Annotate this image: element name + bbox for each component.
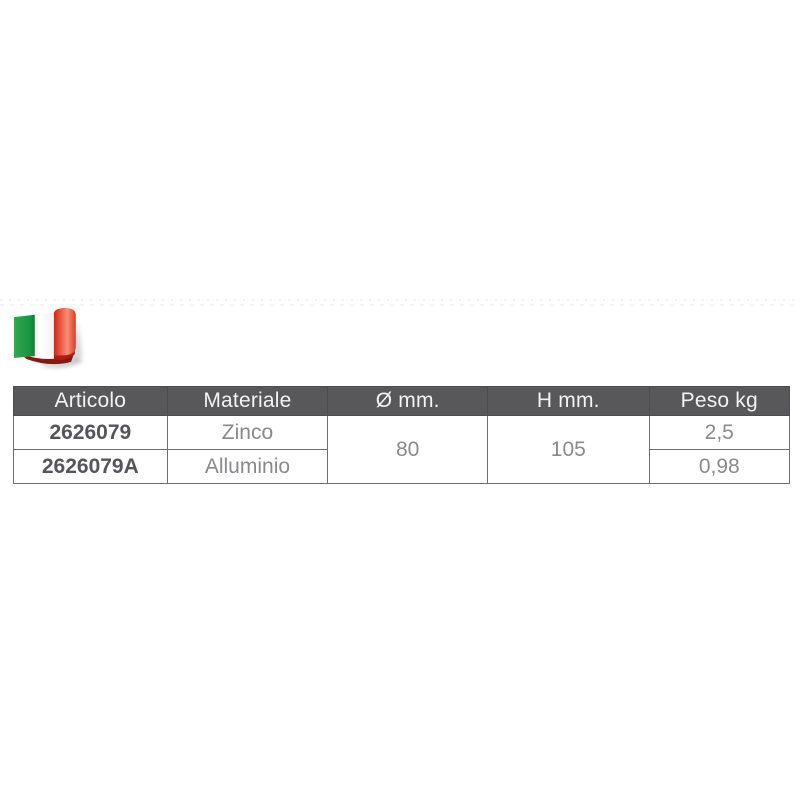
col-header-articolo: Articolo: [13, 386, 168, 416]
col-header-materiale: Materiale: [166, 386, 329, 416]
cell-peso-2: 0,98: [648, 449, 791, 484]
col-header-diameter-mm: Ø mm.: [327, 386, 489, 416]
product-spec-table: Articolo Materiale Ø mm. H mm. Peso kg 2…: [13, 386, 791, 484]
dotted-divider-bottom: [0, 304, 800, 306]
italy-flag-svg: [13, 308, 84, 368]
table-row-alluminio: 2626079A Alluminio 0,98: [13, 449, 791, 484]
cell-height-merged: 105: [487, 415, 650, 484]
cell-articolo-1: 2626079: [13, 415, 168, 450]
dotted-divider-top: [0, 299, 800, 301]
cell-articolo-2: 2626079A: [13, 449, 168, 484]
cell-materiale-2: Alluminio: [166, 449, 329, 484]
cell-peso-1: 2,5: [648, 415, 791, 450]
italy-flag-icon: [12, 306, 92, 372]
cell-materiale-1: Zinco: [166, 415, 329, 450]
table-header-row: Articolo Materiale Ø mm. H mm. Peso kg: [13, 386, 791, 416]
col-header-height-mm: H mm.: [487, 386, 650, 416]
cell-diameter-merged: 80: [327, 415, 489, 484]
col-header-peso-kg: Peso kg: [648, 386, 791, 416]
table-row-zinco: 2626079 Zinco 80 105 2,5: [13, 415, 791, 484]
